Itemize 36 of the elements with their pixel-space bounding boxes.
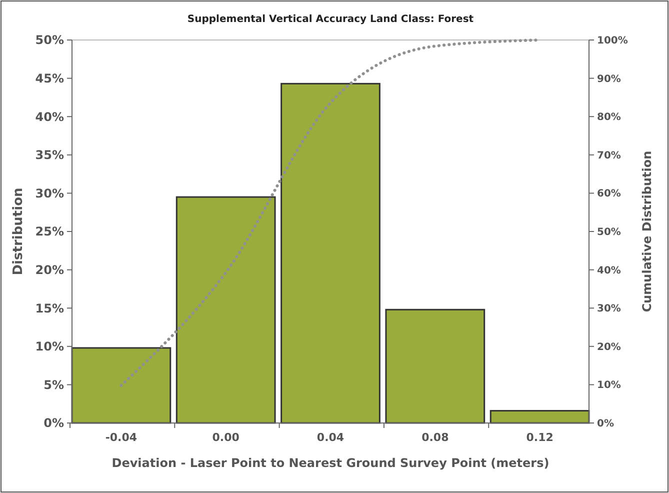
bar xyxy=(71,347,172,424)
x-tick-label: 0.12 xyxy=(526,431,554,444)
x-tick-label: -0.04 xyxy=(105,431,138,444)
y2-tick-label: 60% xyxy=(597,188,621,200)
y-tick-label: 25% xyxy=(35,224,64,239)
bar xyxy=(490,410,590,424)
y2-axis-title: Cumulative Distribution xyxy=(640,150,654,312)
y-tick-label: 50% xyxy=(35,33,64,48)
y2-tick-label: 50% xyxy=(597,227,621,238)
y-tick-label: 45% xyxy=(35,72,64,86)
x-tick-label: 0.08 xyxy=(422,431,449,444)
y-tick-label: 20% xyxy=(35,263,64,277)
y-tick-label: 5% xyxy=(44,378,64,392)
bar xyxy=(176,196,276,424)
y-tick-label: 40% xyxy=(35,110,64,124)
x-tick-label: 0.04 xyxy=(316,431,344,444)
y2-tick-label: 20% xyxy=(597,342,621,353)
y2-tick-label: 80% xyxy=(597,112,621,124)
y-axis-title: Distribution xyxy=(11,188,26,276)
y-tick-label: 0% xyxy=(44,416,64,430)
y2-tick-label: 70% xyxy=(597,150,621,162)
y-tick-label: 35% xyxy=(35,148,64,162)
y2-tick-label: 10% xyxy=(597,380,621,392)
bar xyxy=(280,82,380,424)
y2-tick-label: 0% xyxy=(597,418,614,430)
y2-tick-label: 90% xyxy=(597,74,621,85)
y-tick-label: 30% xyxy=(35,186,64,200)
chart-title: Supplemental Vertical Accuracy Land Class: Forest xyxy=(187,14,474,25)
y-tick-label: 10% xyxy=(35,340,64,354)
y2-tick-label: 30% xyxy=(597,304,621,315)
bar xyxy=(385,308,486,424)
x-axis-title: Deviation - Laser Point to Nearest Ground Survey Point (meters) xyxy=(112,456,550,470)
y2-tick-label: 100% xyxy=(597,36,628,46)
x-tick-label: 0.00 xyxy=(212,431,240,444)
y2-tick-label: 40% xyxy=(597,265,621,276)
y-tick-label: 15% xyxy=(35,301,64,316)
